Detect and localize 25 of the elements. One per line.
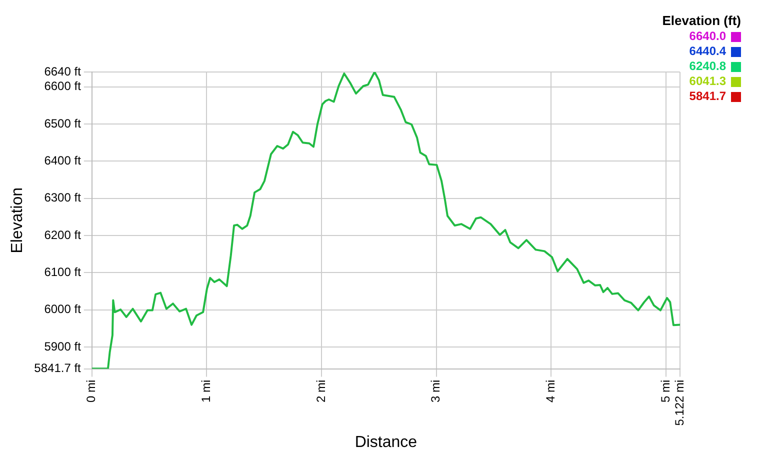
text: 5841.7 bbox=[689, 89, 726, 104]
text: 6041.3 bbox=[689, 74, 726, 89]
x-tick-label: 1 mi bbox=[199, 380, 214, 402]
text: 6640.0 bbox=[689, 29, 726, 44]
y-axis-title: Elevation bbox=[9, 187, 26, 254]
x-tick-label: 4 mi bbox=[543, 380, 558, 402]
y-tick-label: 6600 ft bbox=[44, 79, 82, 94]
y-tick-label: 6300 ft bbox=[44, 190, 82, 205]
y-tick-label: 5841.7 ft bbox=[34, 361, 82, 376]
x-tick-label: 2 mi bbox=[314, 380, 328, 402]
y-tick-label: 6100 ft bbox=[44, 265, 82, 280]
text: Elevation (ft) bbox=[662, 13, 741, 29]
text: 6240.8 bbox=[689, 59, 726, 74]
y-tick-label: 5900 ft bbox=[44, 339, 82, 354]
x-tick-label: 0 mi bbox=[84, 380, 98, 402]
y-tick-label: 6400 ft bbox=[44, 154, 82, 168]
y-tick-label: 6500 ft bbox=[44, 116, 82, 130]
y-tick-label: 6000 ft bbox=[44, 302, 82, 316]
text: 6440.4 bbox=[689, 44, 726, 59]
y-tick-label: 6640 ft bbox=[44, 64, 82, 78]
x-tick-label: 5.122 mi bbox=[672, 380, 686, 426]
x-axis-title: Distance bbox=[354, 434, 418, 451]
y-tick-label: 6200 ft bbox=[44, 228, 82, 242]
x-tick-label: 3 mi bbox=[428, 380, 443, 402]
x-tick-label: 5 mi bbox=[658, 380, 672, 402]
